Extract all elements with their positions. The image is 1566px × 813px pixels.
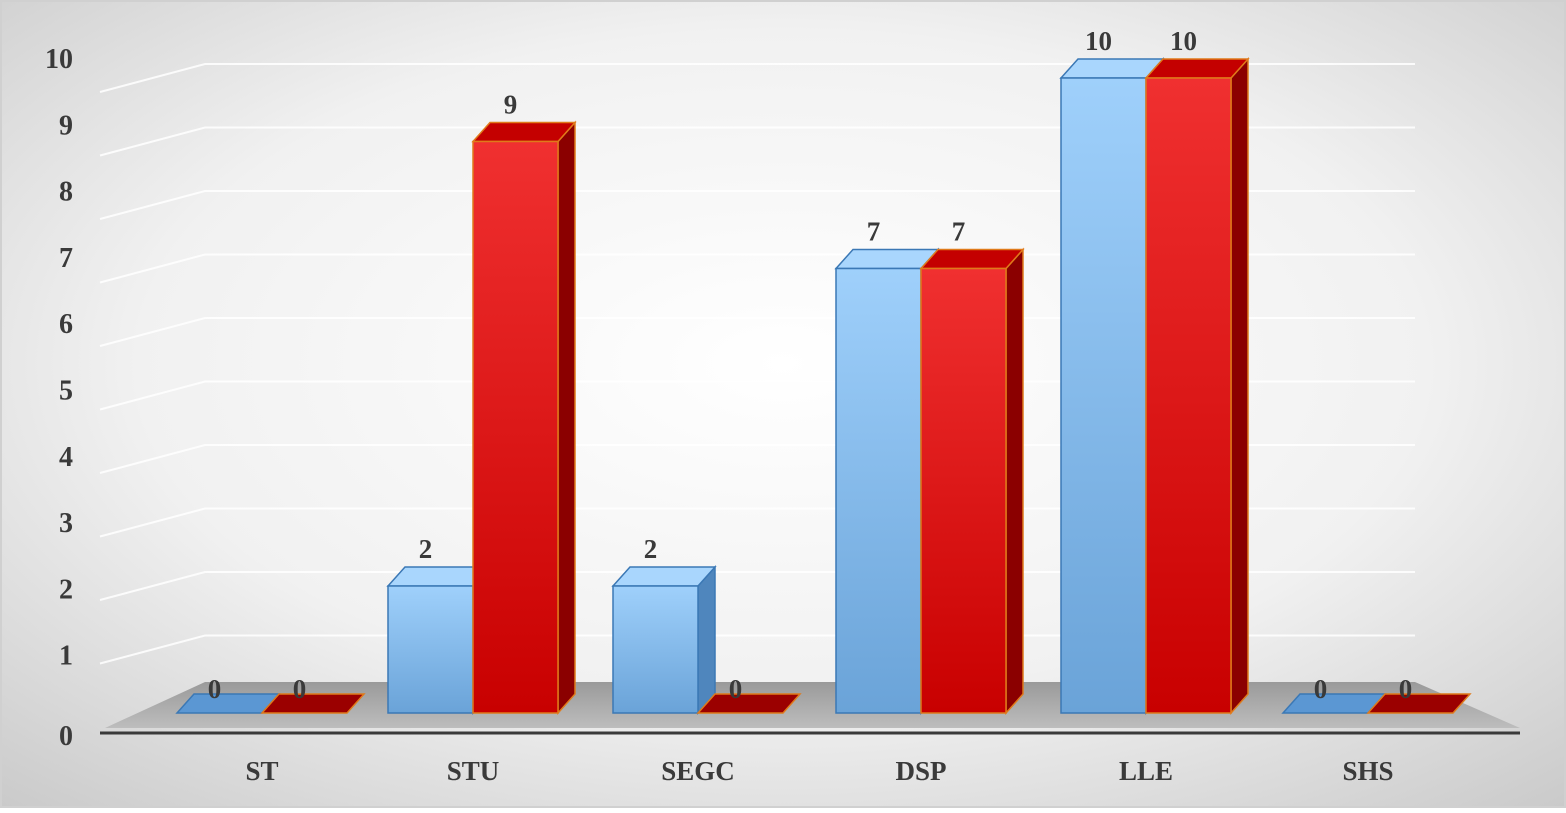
- bar-ST-series-2: [260, 693, 366, 714]
- bar-front: [387, 585, 474, 714]
- data-label: 0: [1314, 674, 1328, 704]
- bar-side: [697, 565, 716, 715]
- gridline: [99, 63, 1415, 93]
- data-label: 7: [867, 217, 881, 247]
- bar-STU-series-2: [471, 120, 577, 715]
- bar-top: [611, 566, 717, 587]
- data-label: 10: [1085, 26, 1112, 56]
- x-tick-label: SHS: [1342, 756, 1393, 786]
- bar-SHS-series-2: [1366, 693, 1472, 714]
- bar-front: [1145, 77, 1232, 714]
- y-tick-label: 9: [59, 110, 73, 141]
- y-tick-label: 7: [59, 243, 73, 274]
- data-label: 0: [1399, 674, 1413, 704]
- bar-LLE-series-2: [1144, 57, 1250, 715]
- data-labels: 0 0 2 9 2 0 7 7 10 10 0 0: [208, 26, 1413, 704]
- x-axis-ticks: ST STU SEGC DSP LLE SHS: [245, 756, 1393, 786]
- bar-top: [919, 248, 1025, 270]
- bar-SEGC-series-2: [696, 693, 802, 714]
- data-label: 0: [293, 674, 307, 704]
- y-tick-label: 10: [45, 44, 73, 75]
- y-axis-ticks: 0 1 2 3 4 5 6 7 8 9 10: [45, 44, 73, 752]
- y-tick-label: 0: [59, 721, 73, 752]
- y-tick-label: 5: [59, 376, 73, 407]
- bar-side: [1230, 57, 1249, 715]
- bar-front: [1060, 77, 1147, 714]
- data-label: 7: [952, 217, 966, 247]
- data-label: 2: [644, 534, 658, 564]
- y-tick-label: 8: [59, 177, 73, 208]
- gridline: [99, 126, 1415, 157]
- data-label: 10: [1170, 26, 1197, 56]
- bar-front: [612, 585, 699, 714]
- y-tick-label: 3: [59, 508, 73, 539]
- data-label: 2: [419, 534, 433, 564]
- bar-SEGC-series-1: [611, 565, 717, 715]
- y-tick-label: 4: [59, 442, 73, 473]
- bar-DSP-series-2: [919, 247, 1025, 715]
- bar-top: [1366, 693, 1472, 714]
- x-tick-label: STU: [447, 756, 500, 786]
- x-tick-label: LLE: [1119, 756, 1173, 786]
- bar-front: [920, 267, 1007, 714]
- data-label: 9: [504, 90, 518, 120]
- y-tick-label: 1: [59, 641, 73, 672]
- bar-front: [472, 140, 559, 714]
- x-tick-label: DSP: [895, 756, 946, 786]
- data-label: 0: [208, 674, 222, 704]
- x-tick-label: SEGC: [661, 756, 735, 786]
- bar-top: [1144, 58, 1250, 79]
- bar-front: [835, 267, 922, 714]
- bar-top: [696, 693, 802, 714]
- bar-top: [260, 693, 366, 714]
- y-tick-label: 6: [59, 309, 73, 340]
- gridline: [99, 190, 1415, 220]
- bar-top: [471, 121, 577, 143]
- bar-side: [557, 120, 576, 715]
- bar-side: [1005, 247, 1024, 715]
- data-label: 0: [729, 674, 743, 704]
- x-tick-label: ST: [245, 756, 278, 786]
- y-tick-label: 2: [59, 574, 73, 605]
- bars: [175, 57, 1472, 715]
